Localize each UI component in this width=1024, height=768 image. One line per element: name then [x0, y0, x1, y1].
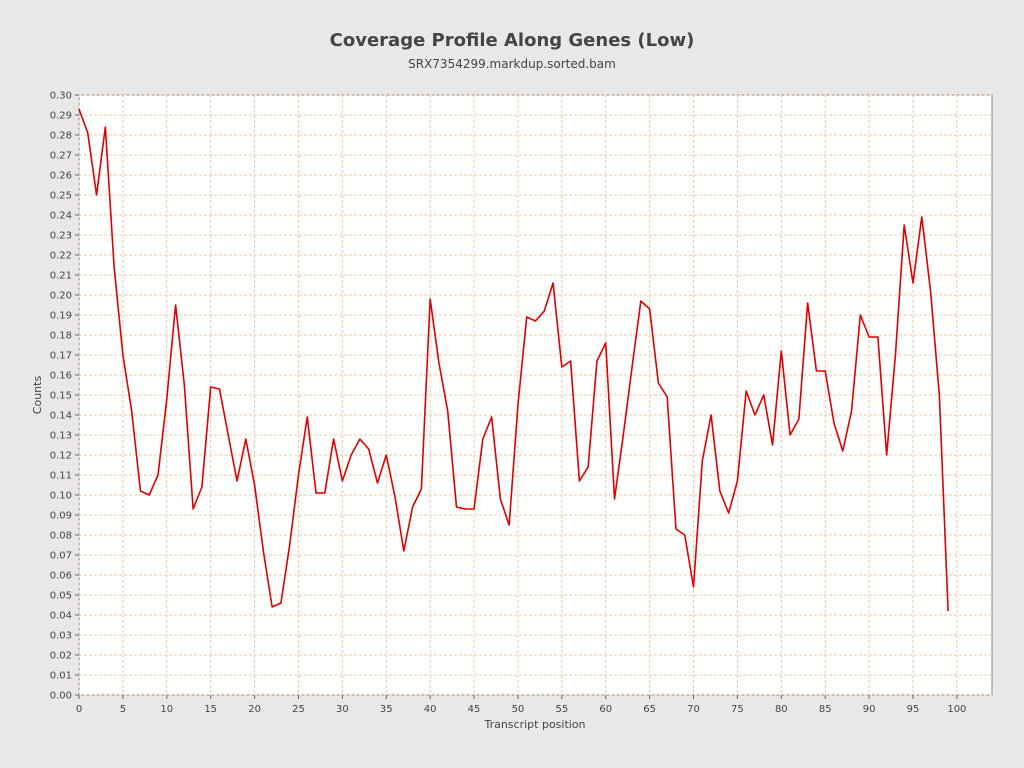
- x-tick-label: 90: [863, 704, 876, 715]
- y-tick-label: 0.11: [50, 471, 72, 482]
- y-tick-label: 0.05: [50, 591, 72, 602]
- chart-subtitle: SRX7354299.markdup.sorted.bam: [408, 57, 616, 71]
- x-tick-label: 40: [424, 704, 437, 715]
- x-tick-label: 75: [731, 704, 744, 715]
- y-tick-label: 0.06: [50, 571, 72, 582]
- x-tick-label: 65: [643, 704, 656, 715]
- x-tick-label: 80: [775, 704, 788, 715]
- y-tick-label: 0.03: [50, 631, 72, 642]
- y-tick-label: 0.19: [50, 311, 72, 322]
- y-tick-label: 0.25: [50, 191, 72, 202]
- x-tick-label: 20: [248, 704, 261, 715]
- x-tick-label: 30: [336, 704, 349, 715]
- y-axis-title: Counts: [31, 376, 44, 415]
- chart-title: Coverage Profile Along Genes (Low): [329, 30, 695, 51]
- y-tick-label: 0.20: [50, 291, 72, 302]
- x-tick-label: 50: [512, 704, 525, 715]
- x-tick-label: 45: [468, 704, 481, 715]
- x-tick-label: 85: [819, 704, 832, 715]
- x-tick-label: 60: [599, 704, 612, 715]
- x-tick-label: 70: [687, 704, 700, 715]
- y-tick-label: 0.07: [50, 551, 72, 562]
- y-tick-label: 0.24: [50, 211, 72, 222]
- x-tick-label: 95: [907, 704, 920, 715]
- y-tick-label: 0.29: [50, 111, 72, 122]
- x-tick-label: 5: [120, 704, 126, 715]
- x-tick-label: 25: [292, 704, 305, 715]
- y-tick-label: 0.09: [50, 511, 72, 522]
- x-tick-label: 15: [204, 704, 217, 715]
- series-line: [78, 108, 949, 612]
- y-tick-label: 0.13: [50, 431, 72, 442]
- x-tick-label: 0: [76, 704, 82, 715]
- x-axis: 0 5 10 15 20 25 30 35 40 45 50 55 60 65 70 75 80 85 90 95 10…: [76, 695, 966, 715]
- y-tick-label: 0.28: [50, 131, 72, 142]
- x-tick-label: 100: [947, 704, 966, 715]
- y-tick-label: 0.02: [50, 651, 72, 662]
- x-tick-label: 10: [160, 704, 173, 715]
- y-tick-label: 0.23: [50, 231, 72, 242]
- y-tick-label: 0.12: [50, 451, 72, 462]
- y-tick-label: 0.16: [50, 371, 72, 382]
- y-tick-label: 0.10: [50, 491, 72, 502]
- y-tick-label: 0.04: [50, 611, 72, 622]
- y-tick-label: 0.21: [50, 271, 72, 282]
- y-tick-label: 0.22: [50, 251, 72, 262]
- x-tick-label: 35: [380, 704, 393, 715]
- y-tick-label: 0.17: [50, 351, 72, 362]
- y-tick-label: 0.14: [50, 411, 72, 422]
- y-tick-label: 0.27: [50, 151, 72, 162]
- y-tick-label: 0.26: [50, 171, 72, 182]
- y-tick-label: 0.18: [50, 331, 72, 342]
- x-axis-title: Transcript position: [483, 718, 585, 731]
- y-tick-label: 0.08: [50, 531, 72, 542]
- y-tick-label: 0.30: [50, 91, 72, 102]
- y-tick-label: 0.01: [50, 671, 72, 682]
- y-axis: 0.00 0.01 0.02 0.03 0.04 0.05 0.06 0.07 0.08 0.09…: [50, 91, 79, 702]
- x-tick-label: 55: [555, 704, 568, 715]
- series-layer: [78, 108, 949, 612]
- y-tick-label: 0.00: [50, 691, 72, 702]
- y-tick-label: 0.15: [50, 391, 72, 402]
